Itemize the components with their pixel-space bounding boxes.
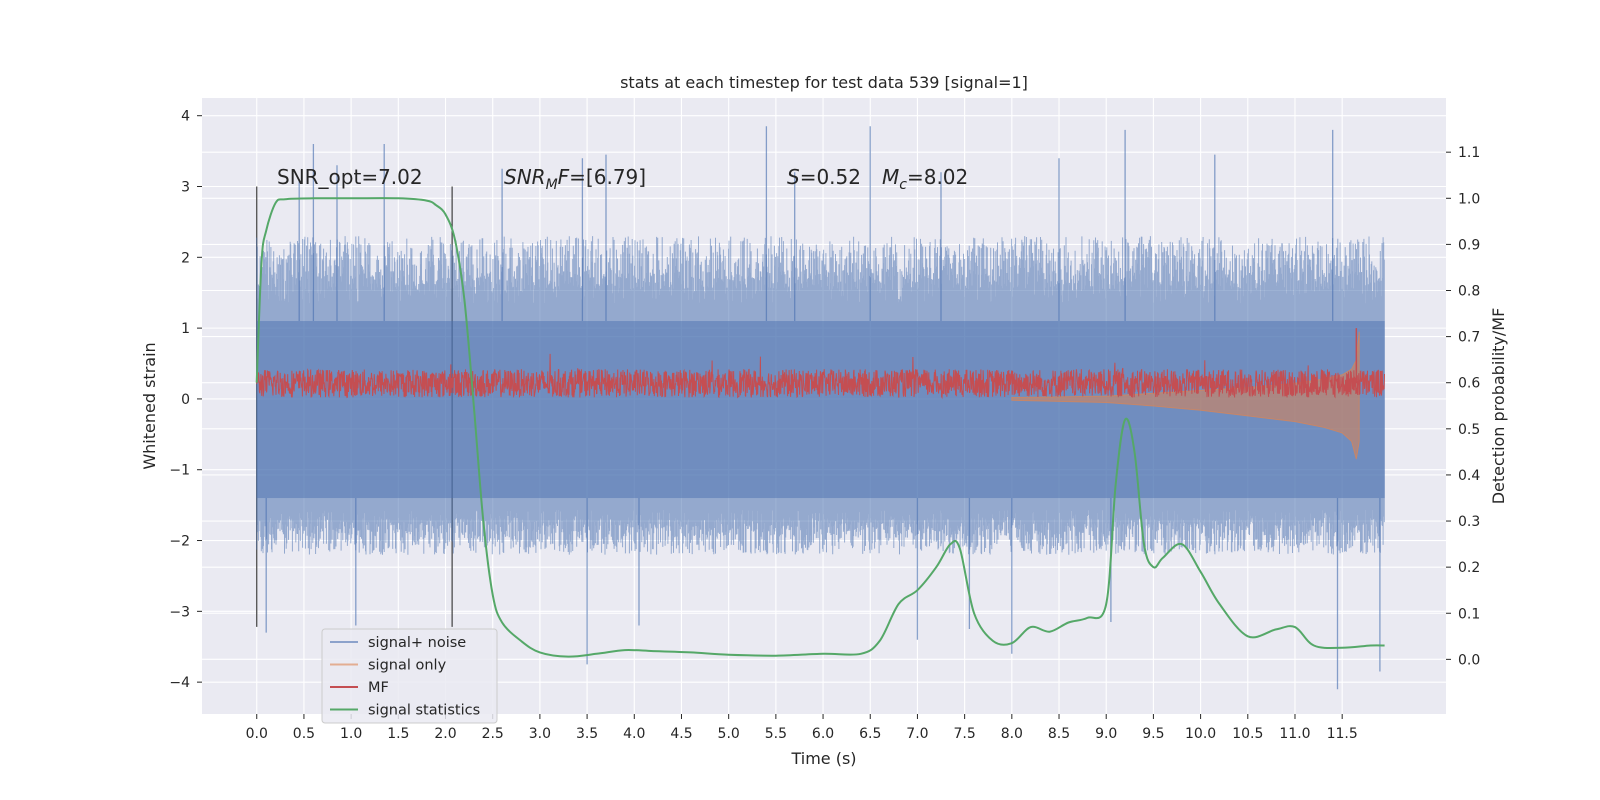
legend-label: signal+ noise <box>368 635 466 651</box>
mc-label: M <box>882 165 899 189</box>
x-tick-label: 1.0 <box>340 726 362 742</box>
y2-tick-label: 0.8 <box>1458 284 1480 300</box>
y2-tick-label: 1.0 <box>1458 191 1480 207</box>
y2-tick-label: 0.2 <box>1458 560 1480 576</box>
y-tick-label: 0 <box>181 392 190 408</box>
chart-title: stats at each timestep for test data 539… <box>620 73 1028 92</box>
y-tick-label: −4 <box>169 675 190 691</box>
legend-label: signal statistics <box>368 703 480 719</box>
x-tick-label: 4.0 <box>623 726 645 742</box>
y2-tick-label: 0.6 <box>1458 376 1480 392</box>
x-tick-label: 3.0 <box>529 726 551 742</box>
annotation-mc: Mc=8.02 <box>882 165 968 193</box>
x-tick-label: 11.5 <box>1327 726 1358 742</box>
y2-axis-label: Detection probability/MF <box>1489 308 1508 505</box>
series-mf <box>256 353 1385 400</box>
x-tick-label: 9.0 <box>1095 726 1117 742</box>
y-tick-label: −2 <box>169 534 190 550</box>
x-tick-label: 7.0 <box>906 726 928 742</box>
y2-tick-label: 0.0 <box>1458 652 1480 668</box>
x-tick-label: 5.0 <box>718 726 740 742</box>
x-tick-label: 0.5 <box>293 726 315 742</box>
y-tick-label: 3 <box>181 180 190 196</box>
y2-tick-label: 0.1 <box>1458 606 1480 622</box>
y2-tick-label: 0.3 <box>1458 514 1480 530</box>
legend-label: signal only <box>368 658 447 674</box>
x-tick-label: 8.0 <box>1001 726 1023 742</box>
x-tick-label: 8.5 <box>1048 726 1070 742</box>
y-tick-label: 1 <box>181 321 190 337</box>
x-tick-label: 3.5 <box>576 726 598 742</box>
x-tick-label: 11.0 <box>1279 726 1310 742</box>
y2-tick-label: 0.4 <box>1458 468 1480 484</box>
series-signal-statistics <box>255 197 1385 658</box>
annotation-snr-mf: SNRMF=[6.79] <box>504 165 646 193</box>
x-tick-label: 2.5 <box>482 726 504 742</box>
y2-tick-label: 1.1 <box>1458 145 1480 161</box>
annotation-s: S=0.52 <box>787 165 861 189</box>
s-label: S <box>787 165 800 189</box>
x-tick-label: 4.5 <box>670 726 692 742</box>
y-tick-label: −1 <box>169 463 190 479</box>
y-tick-label: 2 <box>181 250 190 266</box>
s-value: =0.52 <box>800 165 861 189</box>
y-tick-label: −3 <box>169 604 190 620</box>
snr-mf-value: =[6.79] <box>569 165 646 189</box>
x-tick-label: 1.5 <box>387 726 409 742</box>
x-tick-label: 7.5 <box>954 726 976 742</box>
snr-mf-main: SNR <box>504 165 546 189</box>
y-axis-label: Whitened strain <box>140 342 159 469</box>
x-tick-label: 5.5 <box>765 726 787 742</box>
y2-tick-label: 0.9 <box>1458 237 1480 253</box>
x-tick-label: 0.0 <box>246 726 268 742</box>
x-tick-label: 9.5 <box>1142 726 1164 742</box>
y2-tick-label: 0.7 <box>1458 330 1480 346</box>
y2-tick-label: 0.5 <box>1458 422 1480 438</box>
x-tick-label: 10.5 <box>1232 726 1263 742</box>
mc-value: =8.02 <box>907 165 968 189</box>
x-axis-label: Time (s) <box>790 749 856 768</box>
snr-mf-sub: M <box>546 177 558 193</box>
data-layer <box>256 126 1385 690</box>
x-tick-label: 6.5 <box>859 726 881 742</box>
x-tick-label: 2.0 <box>434 726 456 742</box>
y-tick-label: 4 <box>181 109 190 125</box>
x-tick-label: 6.0 <box>812 726 834 742</box>
legend: signal+ noise signal only MF signal statist… <box>321 628 498 724</box>
legend-label: MF <box>368 680 389 696</box>
tick-labels: 0.0 0.5 1.0 1.5 2.0 2.5 3.0 3.5 4.0 4.5 5.0 5.5 6.0 6… <box>169 109 1480 742</box>
snr-mf-f: F <box>558 165 570 189</box>
x-tick-label: 10.0 <box>1185 726 1216 742</box>
legend-box <box>321 628 498 724</box>
annotation-snr-opt: SNR_opt=7.02 <box>277 165 423 189</box>
mc-sub: c <box>899 177 907 193</box>
